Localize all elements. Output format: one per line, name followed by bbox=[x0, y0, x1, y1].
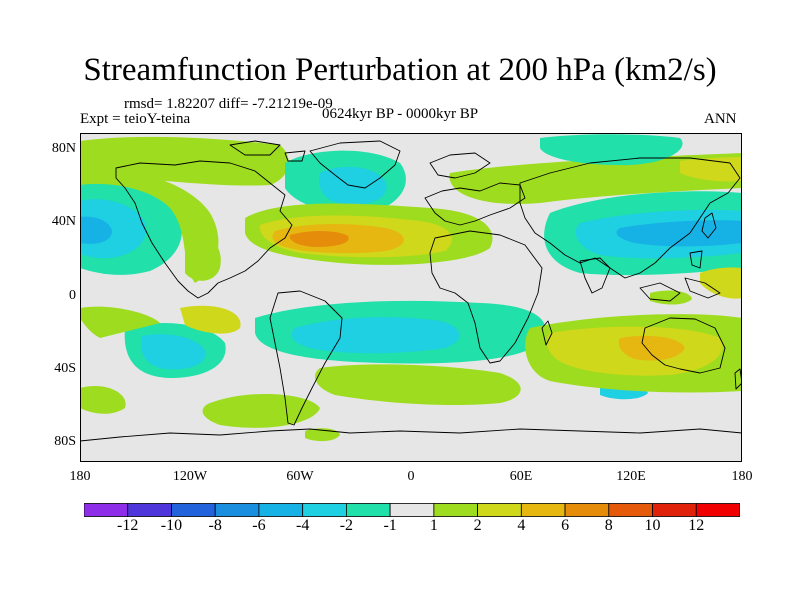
lon-label-120e: 120E bbox=[616, 469, 646, 484]
colorbar-label-9: 4 bbox=[517, 517, 526, 534]
lat-label-80s: 80S bbox=[54, 434, 76, 449]
lon-label-120w: 120W bbox=[172, 469, 208, 484]
lat-label-40n: 40N bbox=[51, 214, 76, 229]
colorbar-box-1 bbox=[127, 503, 172, 517]
colorbar-label-5: -2 bbox=[339, 517, 354, 534]
colorbar-label-12: 10 bbox=[644, 517, 661, 534]
colorbar-label-2: -8 bbox=[208, 517, 222, 534]
contour-fill-layer bbox=[80, 134, 742, 442]
colorbar-box-8 bbox=[433, 503, 478, 517]
colorbar bbox=[84, 503, 740, 517]
colorbar-box-5 bbox=[302, 503, 347, 517]
lon-label-60e: 60E bbox=[509, 469, 533, 484]
colorbar-label-13: 12 bbox=[688, 517, 705, 534]
colorbar-label-0: -12 bbox=[117, 517, 139, 534]
stats-label: rmsd= 1.82207 diff= -7.21219e-09 bbox=[124, 96, 333, 112]
map-frame bbox=[80, 133, 742, 462]
colorbar-box-10 bbox=[520, 503, 566, 517]
period-label: 0624kyr BP - 0000kyr BP bbox=[322, 106, 479, 122]
lon-label-60w: 60W bbox=[286, 469, 314, 484]
colorbar-box-9 bbox=[477, 503, 522, 517]
colorbar-box-11 bbox=[564, 503, 610, 517]
lon-label-180e: 180 bbox=[731, 469, 753, 484]
colorbar-box-7 bbox=[389, 503, 435, 517]
colorbar-box-14 bbox=[695, 503, 740, 517]
season-label: ANN bbox=[704, 111, 737, 127]
colorbar-box-13 bbox=[652, 503, 697, 517]
lat-label-0: 0 bbox=[69, 288, 76, 303]
colorbar-box-12 bbox=[608, 503, 653, 517]
colorbar-box-2 bbox=[171, 503, 216, 517]
coastline-layer bbox=[80, 140, 742, 442]
colorbar-label-11: 8 bbox=[604, 517, 613, 534]
colorbar-label-10: 6 bbox=[561, 517, 570, 534]
colorbar-label-7: 1 bbox=[429, 517, 438, 534]
plot-title: Streamfunction Perturbation at 200 hPa (… bbox=[83, 52, 717, 88]
colorbar-box-4 bbox=[258, 503, 304, 517]
colorbar-label-4: -4 bbox=[295, 517, 310, 534]
lat-label-40s: 40S bbox=[54, 361, 76, 376]
colorbar-label-6: -1 bbox=[383, 517, 397, 534]
lat-label-80n: 80N bbox=[51, 141, 76, 156]
colorbar-box-3 bbox=[214, 503, 260, 517]
colorbar-box-6 bbox=[345, 503, 391, 517]
colorbar-label-8: 2 bbox=[473, 517, 482, 534]
colorbar-label-3: -6 bbox=[252, 517, 266, 534]
colorbar-box-0 bbox=[84, 503, 129, 517]
lon-label-180w: 180 bbox=[69, 469, 91, 484]
lon-label-0: 0 bbox=[407, 469, 415, 484]
colorbar-label-1: -10 bbox=[160, 517, 183, 534]
experiment-label: Expt = teioY-teina bbox=[80, 111, 191, 127]
streamfunction-map bbox=[80, 133, 742, 462]
